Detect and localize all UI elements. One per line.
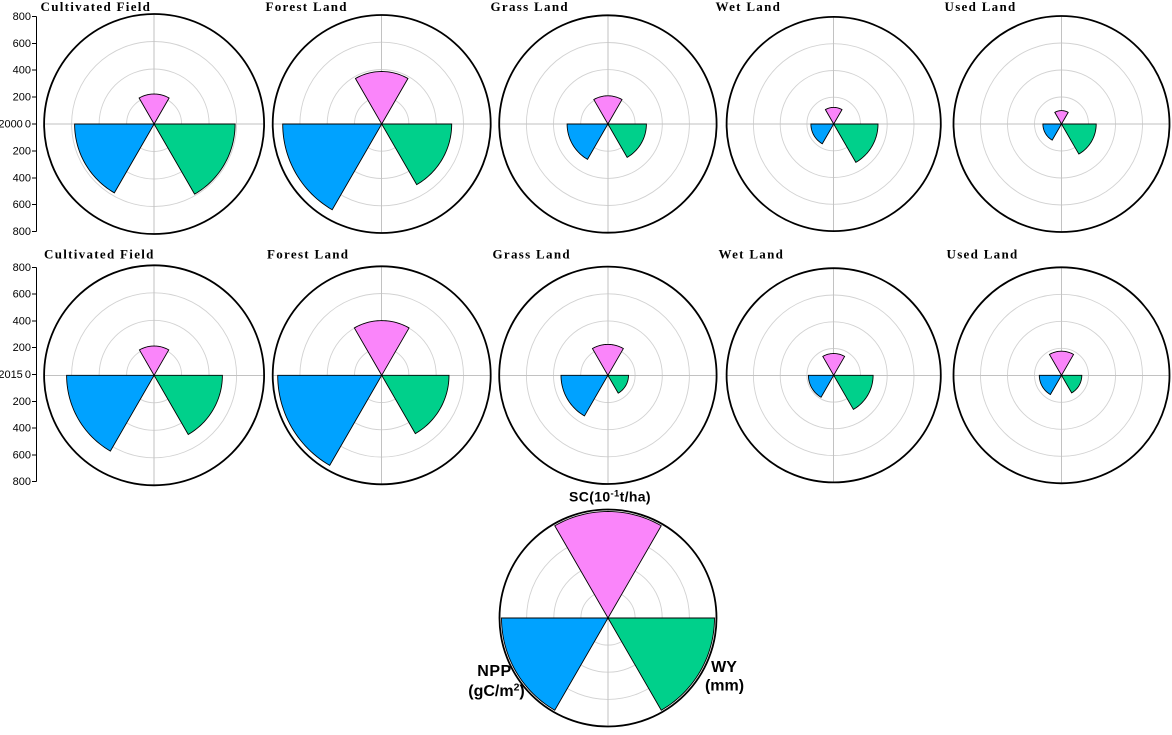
svg-text:0: 0 [25, 369, 31, 381]
svg-text:200: 200 [13, 145, 31, 157]
svg-text:Used Land: Used Land [945, 0, 1017, 14]
svg-text:600: 600 [13, 289, 31, 301]
svg-text:800: 800 [13, 11, 31, 23]
svg-text:Wet Land: Wet Land [719, 247, 785, 262]
svg-text:400: 400 [13, 423, 31, 435]
svg-text:Grass Land: Grass Land [493, 247, 571, 262]
svg-text:SC(10-1t/ha): SC(10-1t/ha) [569, 489, 651, 505]
svg-text:Cultivated Field: Cultivated Field [41, 0, 152, 14]
svg-text:200: 200 [13, 92, 31, 104]
svg-text:600: 600 [13, 38, 31, 50]
svg-text:2000: 2000 [0, 119, 23, 131]
svg-text:Grass Land: Grass Land [491, 0, 569, 14]
svg-text:(gC/m2): (gC/m2) [468, 682, 525, 701]
svg-text:200: 200 [13, 396, 31, 408]
svg-text:(mm): (mm) [705, 678, 744, 695]
svg-text:400: 400 [13, 65, 31, 77]
svg-text:800: 800 [13, 476, 31, 488]
svg-text:400: 400 [13, 315, 31, 327]
svg-text:200: 200 [13, 342, 31, 354]
svg-text:WY: WY [711, 659, 737, 676]
svg-text:800: 800 [13, 262, 31, 274]
svg-text:400: 400 [13, 172, 31, 184]
svg-text:600: 600 [13, 199, 31, 211]
svg-text:600: 600 [13, 449, 31, 461]
svg-text:Forest Land: Forest Land [267, 247, 349, 262]
svg-text:800: 800 [13, 226, 31, 238]
svg-text:Cultivated Field: Cultivated Field [44, 247, 155, 262]
svg-text:Wet Land: Wet Land [716, 0, 782, 14]
svg-text:NPP: NPP [477, 663, 511, 680]
svg-text:Forest Land: Forest Land [266, 0, 348, 14]
svg-text:0: 0 [25, 119, 31, 131]
svg-text:2015: 2015 [0, 369, 23, 381]
svg-text:Used Land: Used Land [947, 247, 1019, 262]
